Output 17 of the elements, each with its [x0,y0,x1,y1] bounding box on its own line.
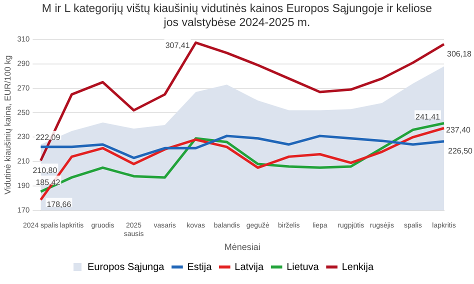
y-axis-title: Vidutinė kiaušinių kaina, EUR/100 kg [2,55,12,195]
chart-title: M ir L kategorijų vištų kiaušinių vidutinės kainos Europos Sąjungoje ir keliose jos valstybėse 2024-2025 m. [40,2,434,31]
data-label: 222,09 [36,133,61,142]
data-label: 210,80 [32,166,58,175]
data-label: 226,50 [448,146,474,156]
legend-label: Latvija [234,262,264,273]
data-label: 307,41 [165,40,190,50]
data-label: 185,42 [36,178,61,187]
data-label: 178,66 [46,200,72,210]
legend-label: Europos Sąjunga [87,262,165,273]
x-axis-title: Mėnesiai [224,242,260,252]
data-label: 237,40 [446,125,472,134]
legend-label: Lenkija [342,262,374,273]
legend-label: Estija [187,262,212,273]
data-label: 306,18 [447,49,472,58]
data-label: 241,41 [416,112,441,122]
legend-label: Lietuva [286,262,320,273]
